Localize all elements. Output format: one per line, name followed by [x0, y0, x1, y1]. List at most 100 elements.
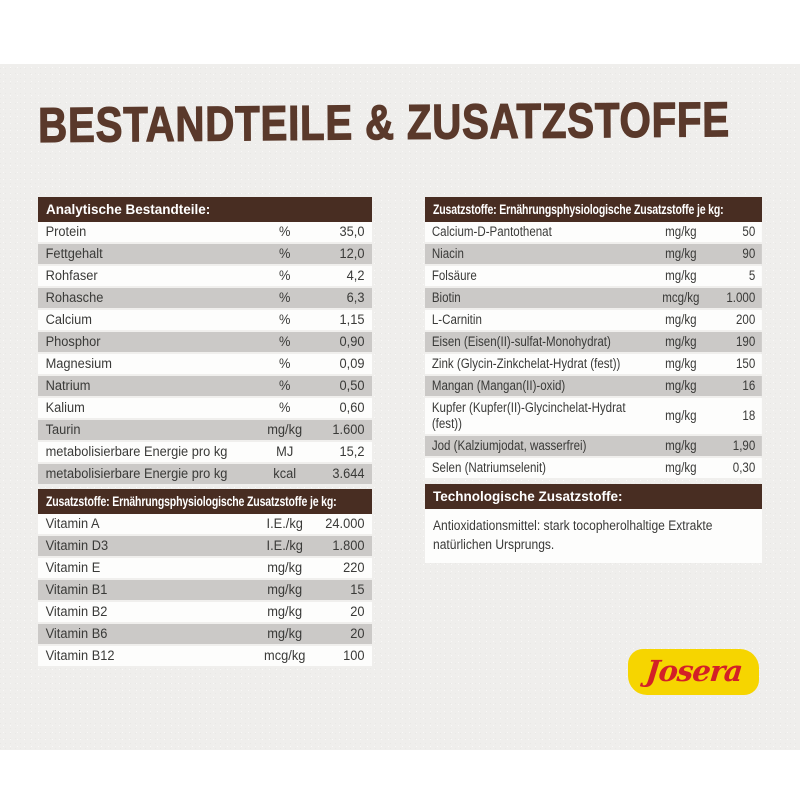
row-unit: mg/kg	[665, 312, 697, 327]
table-row: Vitamin B6 mg/kg 20	[38, 624, 372, 646]
table-row: L-Carnitin mg/kg 200	[425, 310, 762, 332]
row-label: Rohasche	[45, 290, 104, 305]
row-unit: mg/kg	[665, 334, 697, 349]
row-unit: I.E./kg	[266, 516, 303, 531]
row-unit: %	[278, 334, 291, 349]
row-unit: mg/kg	[267, 582, 303, 597]
row-value: 0,90	[339, 334, 365, 349]
table-row: Mangan (Mangan(II)-oxid) mg/kg 16	[425, 376, 762, 398]
row-unit: mg/kg	[665, 268, 697, 283]
row-label: Folsäure	[431, 268, 477, 283]
row-value: 1.600	[332, 422, 365, 437]
table-row: Vitamin D3 I.E./kg 1.800	[38, 536, 372, 558]
analytical-table-header: Analytische Bestandteile:	[38, 197, 372, 222]
row-value: 1,15	[339, 312, 365, 327]
josera-logo: Josera	[628, 649, 759, 695]
row-unit: %	[278, 290, 291, 305]
row-unit: mg/kg	[665, 408, 697, 423]
page-title: BESTANDTEILE & ZUSATZSTOFFE	[37, 93, 731, 154]
row-value: 0,09	[339, 356, 365, 371]
row-value: 20	[350, 626, 365, 641]
row-label: Vitamin B1	[45, 582, 108, 597]
table-row: Magnesium% 0,09	[38, 354, 372, 376]
row-unit: %	[278, 400, 291, 415]
table-row: Protein% 35,0	[38, 222, 372, 244]
vitamins-table-header: Zusatzstoffe: Ernährungsphysiologische Z…	[38, 489, 372, 514]
row-value: 100	[343, 648, 365, 663]
table-row: Jod (Kalziumjodat, wasserfrei) mg/kg 1,90	[425, 436, 762, 458]
row-label: Calcium	[45, 312, 92, 327]
row-unit: mcg/kg	[264, 648, 306, 663]
row-label: Vitamin B2	[45, 604, 108, 619]
row-unit: mg/kg	[665, 438, 697, 453]
row-value: 220	[343, 560, 365, 575]
row-value: 90	[742, 246, 756, 261]
row-label: Biotin	[431, 290, 461, 305]
row-value: 1,90	[732, 438, 756, 453]
row-label: Taurin	[45, 422, 81, 437]
row-label: Protein	[45, 224, 87, 239]
row-unit: mg/kg	[665, 356, 697, 371]
row-value: 50	[742, 224, 756, 239]
row-value: 15	[350, 582, 365, 597]
row-value: 200	[736, 312, 756, 327]
row-label: Eisen (Eisen(II)-sulfat-Monohydrat)	[431, 334, 611, 349]
technological-section: Technologische Zusatzstoffe: Antioxidati…	[425, 484, 762, 563]
row-label: L-Carnitin	[431, 312, 482, 327]
minerals-table-header: Zusatzstoffe: Ernährungsphysiologische Z…	[425, 197, 762, 222]
row-value: 18	[742, 408, 756, 423]
minerals-table: Zusatzstoffe: Ernährungsphysiologische Z…	[425, 197, 762, 480]
table-row: Zink (Glycin-Zinkchelat-Hydrat (fest)) mg…	[425, 354, 762, 376]
minerals-table-header-label: Zusatzstoffe: Ernährungsphysiologische Z…	[433, 202, 724, 217]
table-row: Vitamin B2 mg/kg 20	[38, 602, 372, 624]
table-row: Fettgehalt% 12,0	[38, 244, 372, 266]
row-unit: I.E./kg	[266, 538, 303, 553]
analytical-table: Analytische Bestandteile: Protein% 35,0 Fe…	[38, 197, 372, 486]
row-label: Vitamin E	[45, 560, 101, 575]
row-value: 1.800	[332, 538, 365, 553]
row-unit: %	[278, 224, 291, 239]
table-row: Vitamin B12 mcg/kg 100	[38, 646, 372, 668]
table-row: Calcium-D-Pantothenat mg/kg 50	[425, 222, 762, 244]
row-label: metabolisierbare Energie pro kg	[45, 466, 228, 481]
row-unit: %	[278, 268, 291, 283]
row-unit: kcal	[273, 466, 297, 481]
table-row: metabolisierbare Energie pro kg kcal 3.644	[38, 464, 372, 486]
row-unit: mg/kg	[665, 378, 697, 393]
technological-note-text: Antioxidationsmittel: stark tocopherolha…	[433, 518, 713, 552]
row-value: 0,50	[339, 378, 365, 393]
row-label: Vitamin D3	[45, 538, 109, 553]
row-label: Vitamin B6	[45, 626, 108, 641]
row-value: 3.644	[332, 466, 365, 481]
vitamins-table-header-label: Zusatzstoffe: Ernährungsphysiologische Z…	[46, 494, 337, 509]
table-row: Rohfaser% 4,2	[38, 266, 372, 288]
left-column: Analytische Bestandteile: Protein% 35,0 Fe…	[38, 197, 372, 668]
row-unit: mg/kg	[665, 224, 697, 239]
table-row: Eisen (Eisen(II)-sulfat-Monohydrat) mg/kg…	[425, 332, 762, 354]
row-value: 0,30	[732, 460, 756, 475]
minerals-table-body: Calcium-D-Pantothenat mg/kg 50 Niacin mg/kg 9…	[425, 222, 762, 480]
table-row: Vitamin A I.E./kg 24.000	[38, 514, 372, 536]
row-value: 35,0	[339, 224, 365, 239]
technological-header: Technologische Zusatzstoffe:	[425, 484, 762, 509]
table-row: Calcium% 1,15	[38, 310, 372, 332]
table-row: Phosphor% 0,90	[38, 332, 372, 354]
row-unit: mg/kg	[665, 246, 697, 261]
row-value: 150	[736, 356, 756, 371]
row-value: 20	[350, 604, 365, 619]
row-unit: %	[278, 378, 291, 393]
table-row: Taurin mg/kg 1.600	[38, 420, 372, 442]
table-row: Biotin mcg/kg 1.000	[425, 288, 762, 310]
row-label: Magnesium	[45, 356, 112, 371]
row-label: Selen (Natriumselenit)	[431, 460, 547, 475]
row-value: 24.000	[325, 516, 365, 531]
table-row: Natrium% 0,50	[38, 376, 372, 398]
row-label: Kupfer (Kupfer(II)-Glycinchelat-Hydrat (…	[431, 400, 626, 431]
row-label: Calcium-D-Pantothenat	[431, 224, 552, 239]
vitamins-table-body: Vitamin A I.E./kg 24.000 Vitamin D3 I.E./kg 1…	[38, 514, 372, 668]
table-row: Folsäure mg/kg 5	[425, 266, 762, 288]
row-label: Jod (Kalziumjodat, wasserfrei)	[431, 438, 587, 453]
technological-note: Antioxidationsmittel: stark tocopherolha…	[425, 509, 762, 563]
row-value: 12,0	[339, 246, 365, 261]
row-unit: mg/kg	[267, 604, 303, 619]
